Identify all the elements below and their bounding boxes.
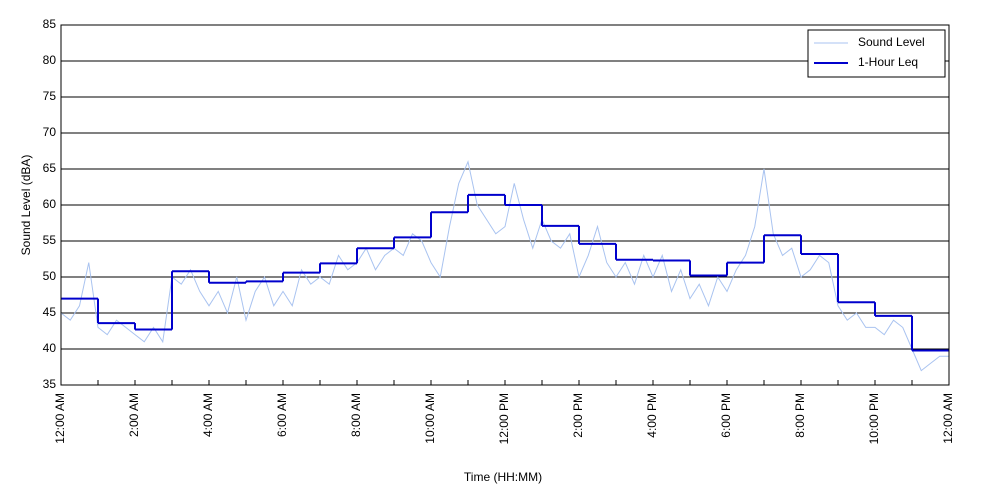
y-tick-label: 60 xyxy=(43,197,57,211)
x-tick-label: 10:00 AM xyxy=(423,393,437,444)
y-tick-label: 75 xyxy=(43,89,57,103)
y-tick-label: 50 xyxy=(43,269,57,283)
x-tick-label: 2:00 PM xyxy=(571,393,585,438)
y-tick-label: 55 xyxy=(43,233,57,247)
x-tick-label: 6:00 AM xyxy=(275,393,289,437)
x-tick-label: 10:00 PM xyxy=(867,393,881,444)
x-axis-label: Time (HH:MM) xyxy=(464,470,542,484)
x-tick-label: 12:00 AM xyxy=(941,393,955,444)
y-axis-label: Sound Level (dBA) xyxy=(19,155,33,256)
y-tick-label: 40 xyxy=(43,341,57,355)
plot-frame xyxy=(60,24,950,386)
y-tick-label: 80 xyxy=(43,53,57,67)
x-tick-label: 12:00 AM xyxy=(53,393,67,444)
legend-label: Sound Level xyxy=(858,35,925,49)
y-tick-label: 35 xyxy=(43,377,57,391)
x-tick-label: 6:00 PM xyxy=(719,393,733,438)
sound-level-line xyxy=(60,160,949,372)
x-tick-label: 4:00 AM xyxy=(201,393,215,437)
x-tick-label: 8:00 AM xyxy=(349,393,363,437)
x-tick-label: 2:00 AM xyxy=(127,393,141,437)
x-tick-label: 4:00 PM xyxy=(645,393,659,438)
y-tick-label: 45 xyxy=(43,305,57,319)
y-tick-label: 70 xyxy=(43,125,57,139)
y-tick-label: 85 xyxy=(43,17,57,31)
x-tick-label: 8:00 PM xyxy=(793,393,807,438)
legend: Sound Level 1-Hour Leq xyxy=(807,29,946,78)
legend-box xyxy=(807,29,946,78)
legend-label: 1-Hour Leq xyxy=(858,55,918,69)
x-tick-label: 12:00 PM xyxy=(497,393,511,444)
y-tick-label: 65 xyxy=(43,161,57,175)
